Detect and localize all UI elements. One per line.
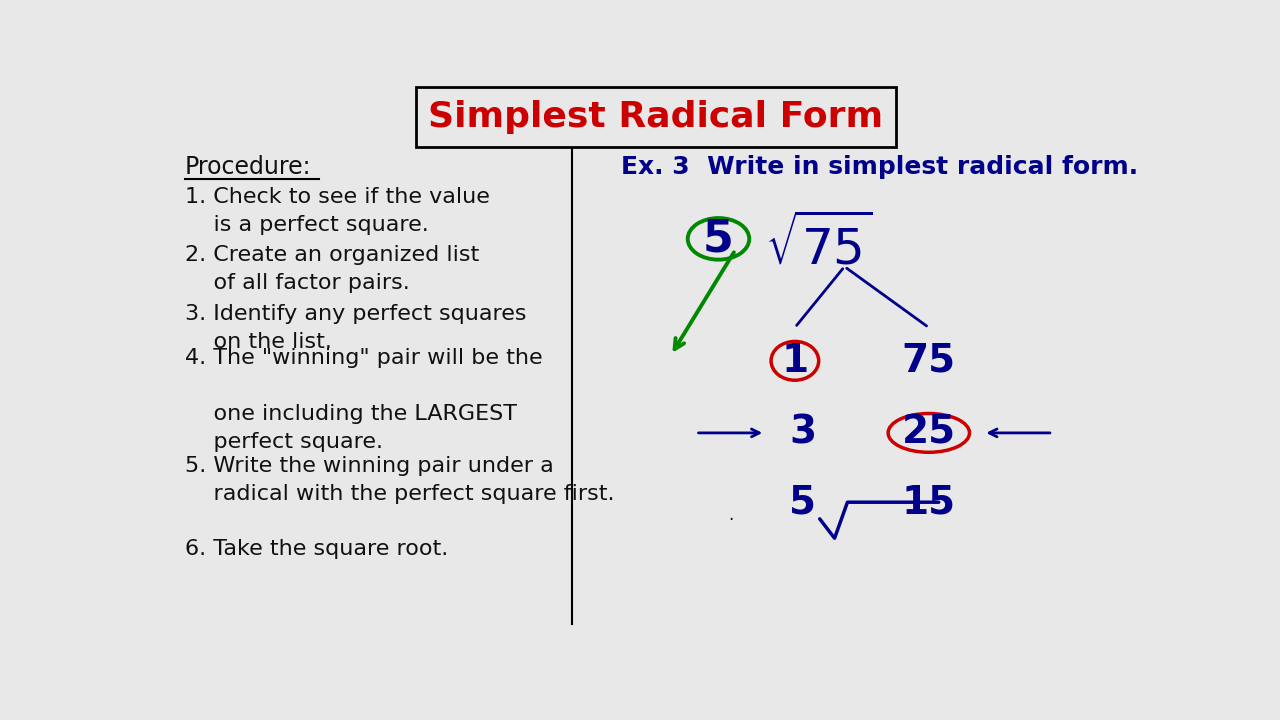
Text: 1: 1 [781,342,809,380]
Text: Procedure:: Procedure: [184,155,311,179]
Text: 3: 3 [790,414,817,452]
Text: 25: 25 [901,414,956,452]
Text: 1. Check to see if the value
    is a perfect square.: 1. Check to see if the value is a perfec… [184,187,490,235]
Text: Simplest Radical Form: Simplest Radical Form [429,100,883,134]
Text: 2. Create an organized list
    of all factor pairs.: 2. Create an organized list of all facto… [184,246,479,293]
Text: 6. Take the square root.: 6. Take the square root. [184,539,448,559]
Text: 15: 15 [901,483,956,521]
Text: 5: 5 [790,483,817,521]
Text: 5. Write the winning pair under a
    radical with the perfect square first.: 5. Write the winning pair under a radica… [184,456,614,504]
Text: 3. Identify any perfect squares
    on the list.: 3. Identify any perfect squares on the l… [184,304,526,351]
Text: .: . [728,506,733,524]
Text: 4. The "winning" pair will be the

    one including the LARGEST
    perfect squ: 4. The "winning" pair will be the one in… [184,348,543,451]
Text: 75: 75 [901,342,956,380]
Text: Ex. 3  Write in simplest radical form.: Ex. 3 Write in simplest radical form. [621,155,1138,179]
Text: 5: 5 [703,217,733,261]
Text: $\sqrt{75}$: $\sqrt{75}$ [765,215,873,274]
